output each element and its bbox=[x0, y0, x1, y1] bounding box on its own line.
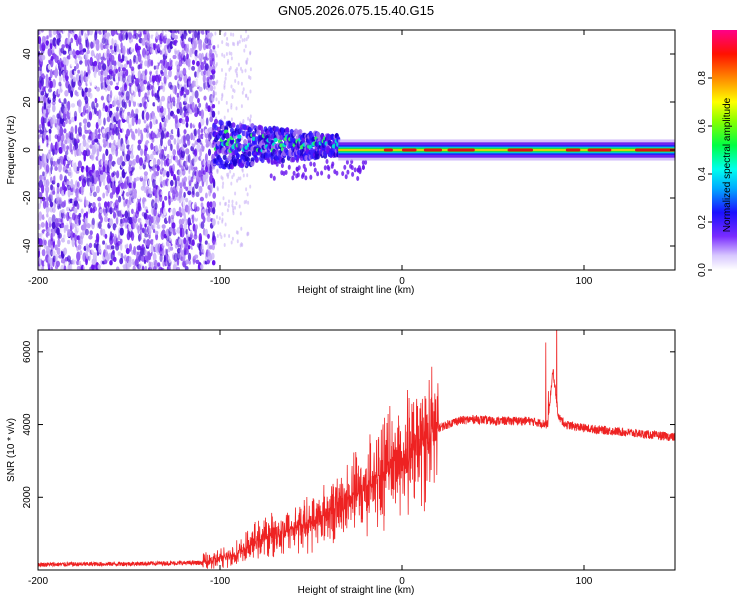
colorbar-tick-label: 0.2 bbox=[697, 215, 708, 229]
colorbar-tick-label: 0.0 bbox=[697, 263, 708, 277]
spectrogram-x-tick-label: 0 bbox=[399, 276, 405, 287]
spectrogram-y-label: Frequency (Hz) bbox=[6, 116, 17, 185]
colorbar-tick-label: 0.4 bbox=[697, 167, 708, 181]
snr-y-tick-label: 2000 bbox=[22, 486, 33, 509]
snr-x-label: Height of straight line (km) bbox=[298, 585, 415, 596]
spectrogram-x-tick-label: -100 bbox=[210, 276, 230, 287]
snr-y-tick-label: 6000 bbox=[22, 340, 33, 363]
colorbar-tick-label: 0.6 bbox=[697, 119, 708, 133]
snr-x-tick-label: 100 bbox=[576, 576, 593, 587]
snr-x-tick-label: -200 bbox=[28, 576, 48, 587]
spectrogram-x-tick-label: 100 bbox=[576, 276, 593, 287]
colorbar-label: Normalized spectral amplitude bbox=[722, 97, 733, 232]
band-core bbox=[402, 148, 417, 152]
spectrogram-y-tick-label: 0 bbox=[22, 147, 33, 153]
spectrogram-y-tick-label: 20 bbox=[22, 96, 33, 108]
colorbar: 0.0 0.2 0.4 0.6 0.8 Normalized spectral ampl… bbox=[697, 30, 737, 277]
band-core bbox=[565, 148, 581, 152]
spectrogram-x-label: Height of straight line (km) bbox=[298, 285, 415, 296]
band-core bbox=[634, 148, 675, 152]
snr-series-line bbox=[38, 330, 675, 569]
colorbar-tick-label: 0.8 bbox=[697, 71, 708, 85]
snr-x-tick-label: -100 bbox=[210, 576, 230, 587]
snr-frame bbox=[37, 329, 676, 571]
band-core bbox=[507, 148, 534, 152]
spectrogram-y-tick-label: 40 bbox=[22, 48, 33, 60]
figure-title: GN05.2026.075.15.40.G15 bbox=[278, 3, 434, 18]
spectrogram-y-tick-label: -40 bbox=[22, 238, 33, 253]
colorbar-axes: 0.0 0.2 0.4 0.6 0.8 bbox=[697, 71, 712, 277]
band-core bbox=[447, 148, 475, 152]
band-yellow bbox=[338, 149, 675, 151]
snr-y-label: SNR (10 * v/v) bbox=[6, 418, 17, 482]
colorbar-gradient bbox=[712, 30, 737, 270]
band-core bbox=[383, 148, 393, 152]
snr-y-tick-label: 4000 bbox=[22, 413, 33, 436]
spectrogram-y-tick-label: -20 bbox=[22, 190, 33, 205]
band-core bbox=[587, 148, 612, 152]
spectrogram-x-tick-label: -200 bbox=[28, 276, 48, 287]
snr-axes: -200 -100 0 100 2000 4000 6000 bbox=[22, 330, 675, 587]
snr-x-tick-label: 0 bbox=[399, 576, 405, 587]
snr-panel: -200 -100 0 100 2000 4000 6000 Height of strai… bbox=[6, 329, 676, 596]
band-core bbox=[423, 148, 443, 152]
spectrogram-heatmap bbox=[38, 30, 675, 270]
